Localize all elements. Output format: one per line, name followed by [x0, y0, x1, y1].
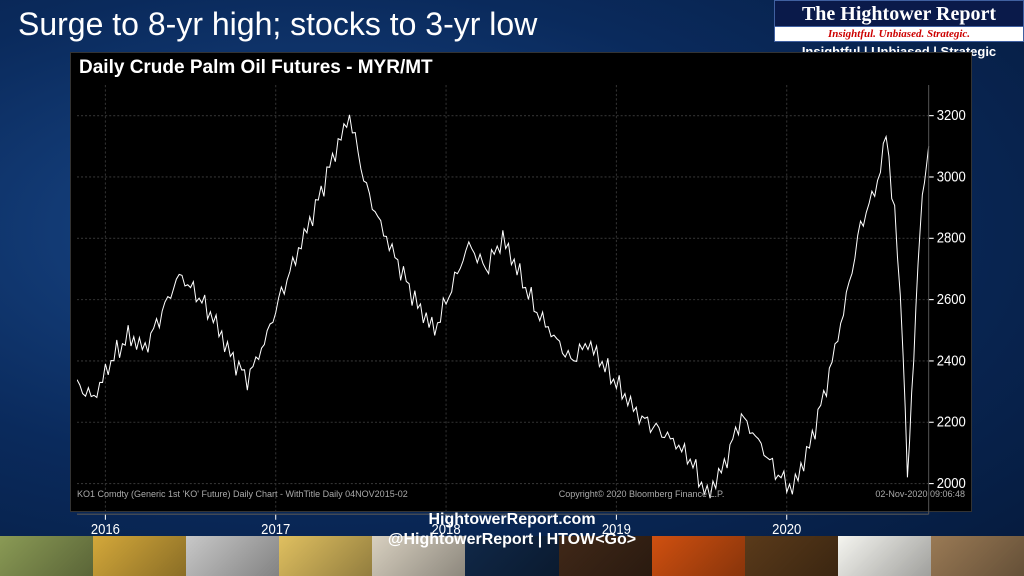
- price-chart: 2000220024002600280030003200201620172018…: [77, 85, 977, 543]
- source-mid: Copyright© 2020 Bloomberg Finance L.P.: [559, 489, 725, 499]
- brand-subtitle: Insightful. Unbiased. Strategic.: [774, 27, 1024, 42]
- chart-source-line: KO1 Comdty (Generic 1st 'KO' Future) Dai…: [77, 489, 965, 499]
- footer-line2: @HightowerReport | HTOW<Go>: [388, 531, 636, 548]
- footer-text: HightowerReport.com @HightowerReport | H…: [0, 510, 1024, 550]
- chart-container: Daily Crude Palm Oil Futures - MYR/MT 20…: [70, 52, 972, 512]
- source-left: KO1 Comdty (Generic 1st 'KO' Future) Dai…: [77, 489, 408, 499]
- footer-line1: HightowerReport.com: [428, 511, 595, 528]
- source-right: 02-Nov-2020 09:06:48: [875, 489, 965, 499]
- svg-text:2200: 2200: [937, 414, 966, 430]
- svg-text:3000: 3000: [937, 169, 966, 185]
- svg-text:2800: 2800: [937, 230, 966, 246]
- svg-text:2400: 2400: [937, 353, 966, 369]
- svg-text:3200: 3200: [937, 108, 966, 124]
- brand-title: The Hightower Report: [774, 0, 1024, 27]
- footer: HightowerReport.com @HightowerReport | H…: [0, 510, 1024, 576]
- headline: Surge to 8-yr high; stocks to 3-yr low: [18, 6, 537, 43]
- slide: Surge to 8-yr high; stocks to 3-yr low T…: [0, 0, 1024, 576]
- chart-title: Daily Crude Palm Oil Futures - MYR/MT: [71, 53, 971, 83]
- svg-text:2600: 2600: [937, 291, 966, 307]
